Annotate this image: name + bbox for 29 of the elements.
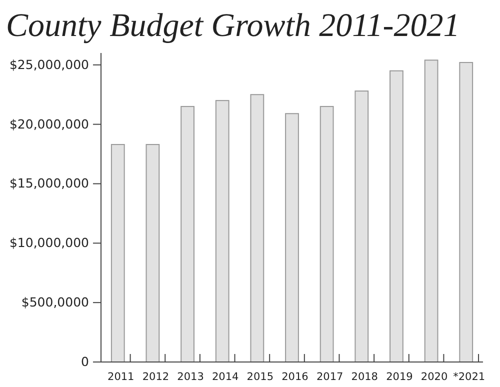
bar [424, 60, 438, 362]
y-tick-label: 0 [81, 354, 90, 369]
bar [250, 94, 264, 362]
y-tick-label: $25,000,000 [9, 56, 90, 72]
bar [285, 113, 299, 362]
bar [110, 144, 125, 362]
y-tick-label: $20,000,000 [9, 116, 90, 132]
bar [180, 106, 194, 362]
x-tick-label: 2012 [142, 371, 170, 383]
x-tick-label: 2019 [386, 371, 413, 383]
x-tick-label: 2013 [177, 371, 204, 383]
chart-title: County Budget Growth 2011-2021 [6, 8, 460, 44]
x-tick-label: 2017 [316, 371, 344, 383]
y-tick-label: $500,0000 [21, 294, 90, 310]
x-tick-label: 2015 [246, 371, 274, 383]
bar [215, 100, 230, 362]
x-tick-label: 2020 [420, 371, 448, 383]
y-tick-label: $15,000,000 [9, 176, 90, 191]
bar [459, 62, 474, 362]
bar [320, 106, 334, 362]
bar [354, 90, 369, 362]
x-tick-label: 2011 [108, 371, 134, 383]
bar [146, 144, 160, 362]
x-tick-label: 2018 [351, 371, 378, 383]
y-tick-label: $10,000,000 [9, 235, 90, 250]
x-tick-label: 2014 [212, 371, 240, 383]
bar [390, 70, 404, 362]
x-tick-label: *2021 [453, 371, 486, 383]
x-tick-label: 2016 [282, 371, 309, 383]
